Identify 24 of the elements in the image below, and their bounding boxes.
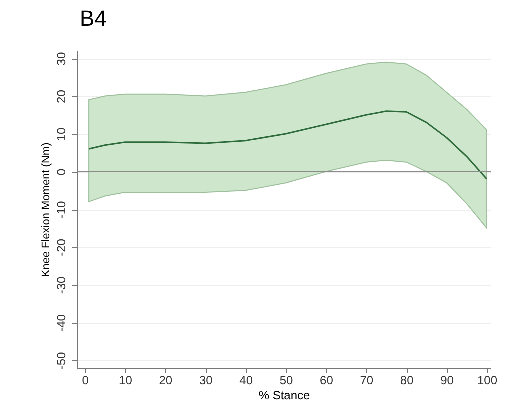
x-tick-label: 30 [199, 374, 214, 388]
x-tick-label: 90 [440, 374, 454, 388]
x-tick-label: 40 [240, 374, 254, 388]
x-tick-label: 20 [159, 374, 173, 388]
x-tick-label: 100 [477, 374, 498, 388]
line-series [88, 110, 488, 180]
x-tick-label: 50 [280, 374, 294, 388]
y-axis-title: Knee Flexion Moment (Nm) [40, 142, 52, 278]
y-tick-label: -10 [54, 201, 68, 219]
x-tick-label: 70 [360, 374, 374, 388]
y-tick-label: -20 [54, 238, 68, 256]
y-tick-label: 10 [54, 128, 68, 142]
x-axis-title: % Stance [258, 388, 310, 402]
x-tick-label: 80 [400, 374, 414, 388]
y-tick-label: 30 [54, 52, 68, 66]
y-tick-label: -50 [54, 352, 68, 370]
chart-title: B4 [80, 6, 107, 31]
x-tick-label: 0 [82, 374, 90, 388]
x-tick-label: 10 [119, 374, 133, 388]
y-tick-label: -30 [54, 276, 68, 294]
y-tick-label: 20 [54, 90, 68, 104]
y-tick-label: 0 [54, 168, 68, 176]
y-tick-label: -40 [54, 314, 68, 332]
x-tick-label: 60 [320, 374, 334, 388]
